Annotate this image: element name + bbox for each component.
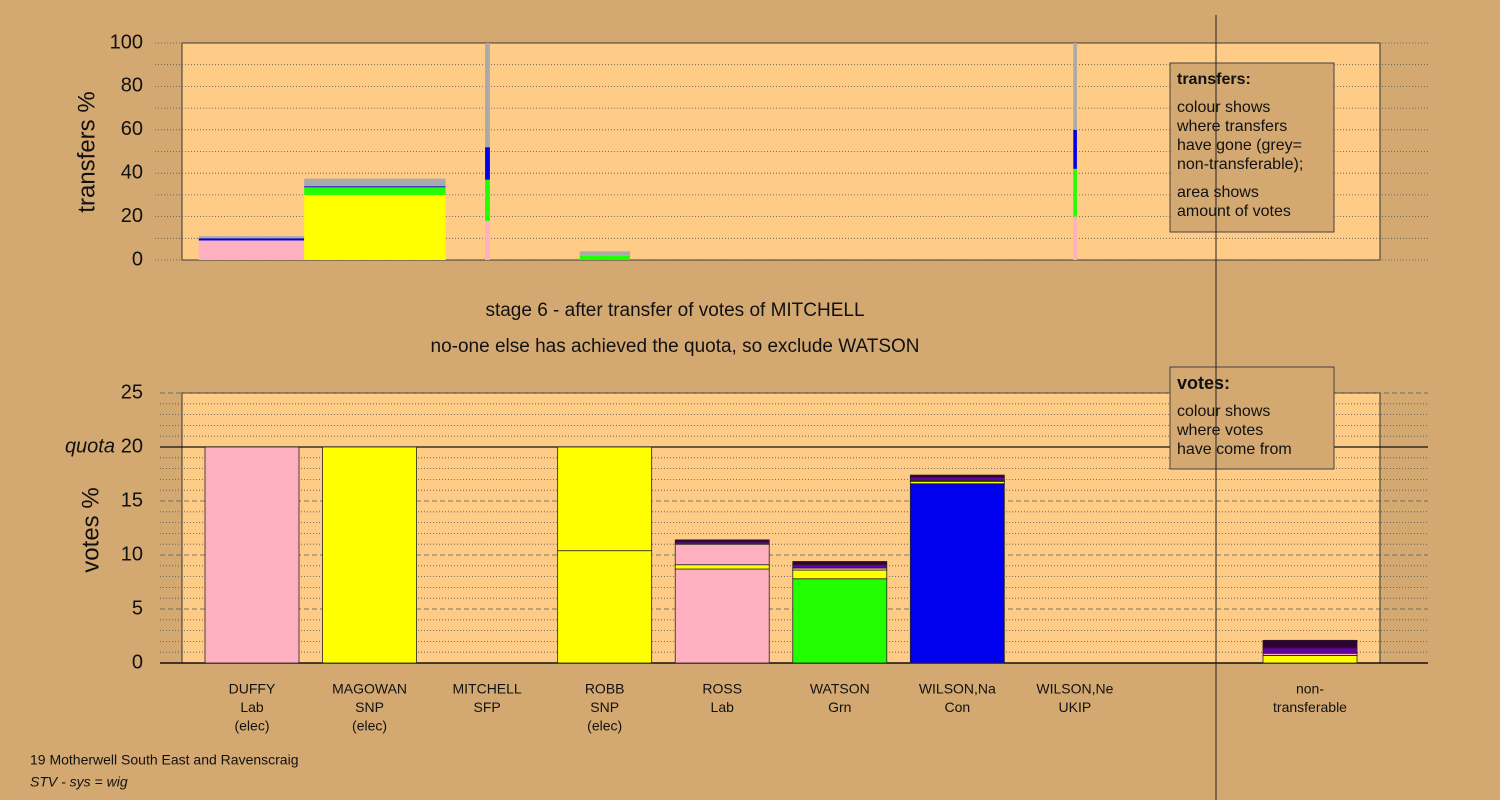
x-tick-label: Lab xyxy=(711,699,735,715)
bar-segment xyxy=(579,251,631,256)
bar-segment xyxy=(674,543,770,566)
bar-segment xyxy=(1073,129,1077,169)
y-tick-label: 25 xyxy=(121,381,143,403)
bar-segment xyxy=(674,564,770,570)
bar-segment xyxy=(485,147,490,180)
bar-segment xyxy=(304,178,446,187)
x-tick-label: SNP xyxy=(355,699,384,715)
note-box xyxy=(1169,62,1335,233)
note-text: where votes xyxy=(1176,422,1263,439)
x-tick-label: MAGOWAN xyxy=(332,681,407,697)
note-text: amount of votes xyxy=(1177,203,1291,220)
bar-segment xyxy=(1262,639,1358,649)
bar-segment xyxy=(1262,655,1358,664)
x-tick-label: ROBB xyxy=(585,681,625,697)
y-tick-label: 60 xyxy=(121,118,143,140)
bar-segment xyxy=(909,476,1005,481)
note-text: area shows xyxy=(1177,184,1259,201)
footer-text: STV - sys = wig xyxy=(30,774,128,790)
x-tick-label: Grn xyxy=(828,699,851,715)
y-tick-label: 0 xyxy=(132,248,143,270)
bar-segment xyxy=(1073,43,1077,130)
x-tick-label: (elec) xyxy=(587,718,622,734)
y-tick-label: 100 xyxy=(110,31,143,53)
y-tick-label: 10 xyxy=(121,543,143,565)
y-axis-label: transfers % xyxy=(73,91,100,212)
x-tick-label: WILSON,Ne xyxy=(1036,681,1113,697)
bar-segment xyxy=(674,539,770,543)
bar-segment xyxy=(909,483,1005,664)
bar-segment xyxy=(557,446,653,552)
note-text: colour shows xyxy=(1177,403,1270,420)
bar-segment xyxy=(792,578,888,664)
x-tick-label: transferable xyxy=(1273,699,1347,715)
x-tick-label: (elec) xyxy=(234,718,269,734)
y-tick-label: 5 xyxy=(132,597,143,619)
x-tick-label: UKIP xyxy=(1059,699,1092,715)
bar-segment xyxy=(485,43,490,148)
y-axis-label: votes % xyxy=(77,487,104,572)
bar-segment xyxy=(204,446,300,664)
bar-segment xyxy=(1073,168,1077,217)
bar-segment xyxy=(485,220,490,260)
y-tick-label: 20 xyxy=(121,205,143,227)
stage-text: stage 6 - after transfer of votes of MIT… xyxy=(485,300,864,321)
y-tick-label: 80 xyxy=(121,75,143,97)
y-tick-label: 15 xyxy=(121,489,143,511)
bar-segment xyxy=(198,236,305,239)
bar-segment xyxy=(674,568,770,664)
note-text: colour shows xyxy=(1177,99,1270,116)
note-title: transfers: xyxy=(1177,71,1251,88)
bar-segment xyxy=(304,186,446,188)
x-tick-label: MITCHELL xyxy=(452,681,521,697)
note-text: have gone (grey= xyxy=(1177,137,1302,154)
bar-segment xyxy=(792,564,888,569)
x-tick-label: SFP xyxy=(473,699,500,715)
bar-segment xyxy=(1073,216,1077,260)
quota-label: quota xyxy=(65,435,115,457)
note-text: have come from xyxy=(1177,441,1292,458)
note-text: where transfers xyxy=(1176,118,1287,135)
bar-segment xyxy=(579,255,631,260)
y-tick-label: 20 xyxy=(121,435,143,457)
y-tick-label: 40 xyxy=(121,161,143,183)
x-tick-label: WILSON,Na xyxy=(919,681,996,697)
x-tick-label: non- xyxy=(1296,681,1324,697)
bar-segment xyxy=(792,561,888,566)
bar-segment xyxy=(557,550,653,664)
note-text: non-transferable); xyxy=(1177,156,1303,173)
bar-segment xyxy=(198,240,305,260)
x-tick-label: ROSS xyxy=(702,681,742,697)
stage-text: no-one else has achieved the quota, so e… xyxy=(431,336,920,357)
bar-segment xyxy=(1262,647,1358,654)
bar-segment xyxy=(304,187,446,195)
x-tick-label: DUFFY xyxy=(229,681,276,697)
note-box xyxy=(1169,366,1335,470)
x-tick-label: (elec) xyxy=(352,718,387,734)
bar-segment xyxy=(304,194,446,260)
bar-segment xyxy=(485,179,490,221)
bar-segment xyxy=(792,569,888,580)
x-tick-label: Con xyxy=(944,699,970,715)
bar-segment xyxy=(909,474,1005,478)
bar-segment xyxy=(322,446,417,664)
bar-segment xyxy=(198,238,305,241)
x-tick-label: SNP xyxy=(590,699,619,715)
x-tick-label: Lab xyxy=(240,699,264,715)
note-title: votes: xyxy=(1177,373,1230,393)
y-tick-label: 0 xyxy=(132,651,143,673)
x-tick-label: WATSON xyxy=(810,681,870,697)
footer-text: 19 Motherwell South East and Ravenscraig xyxy=(30,752,298,768)
